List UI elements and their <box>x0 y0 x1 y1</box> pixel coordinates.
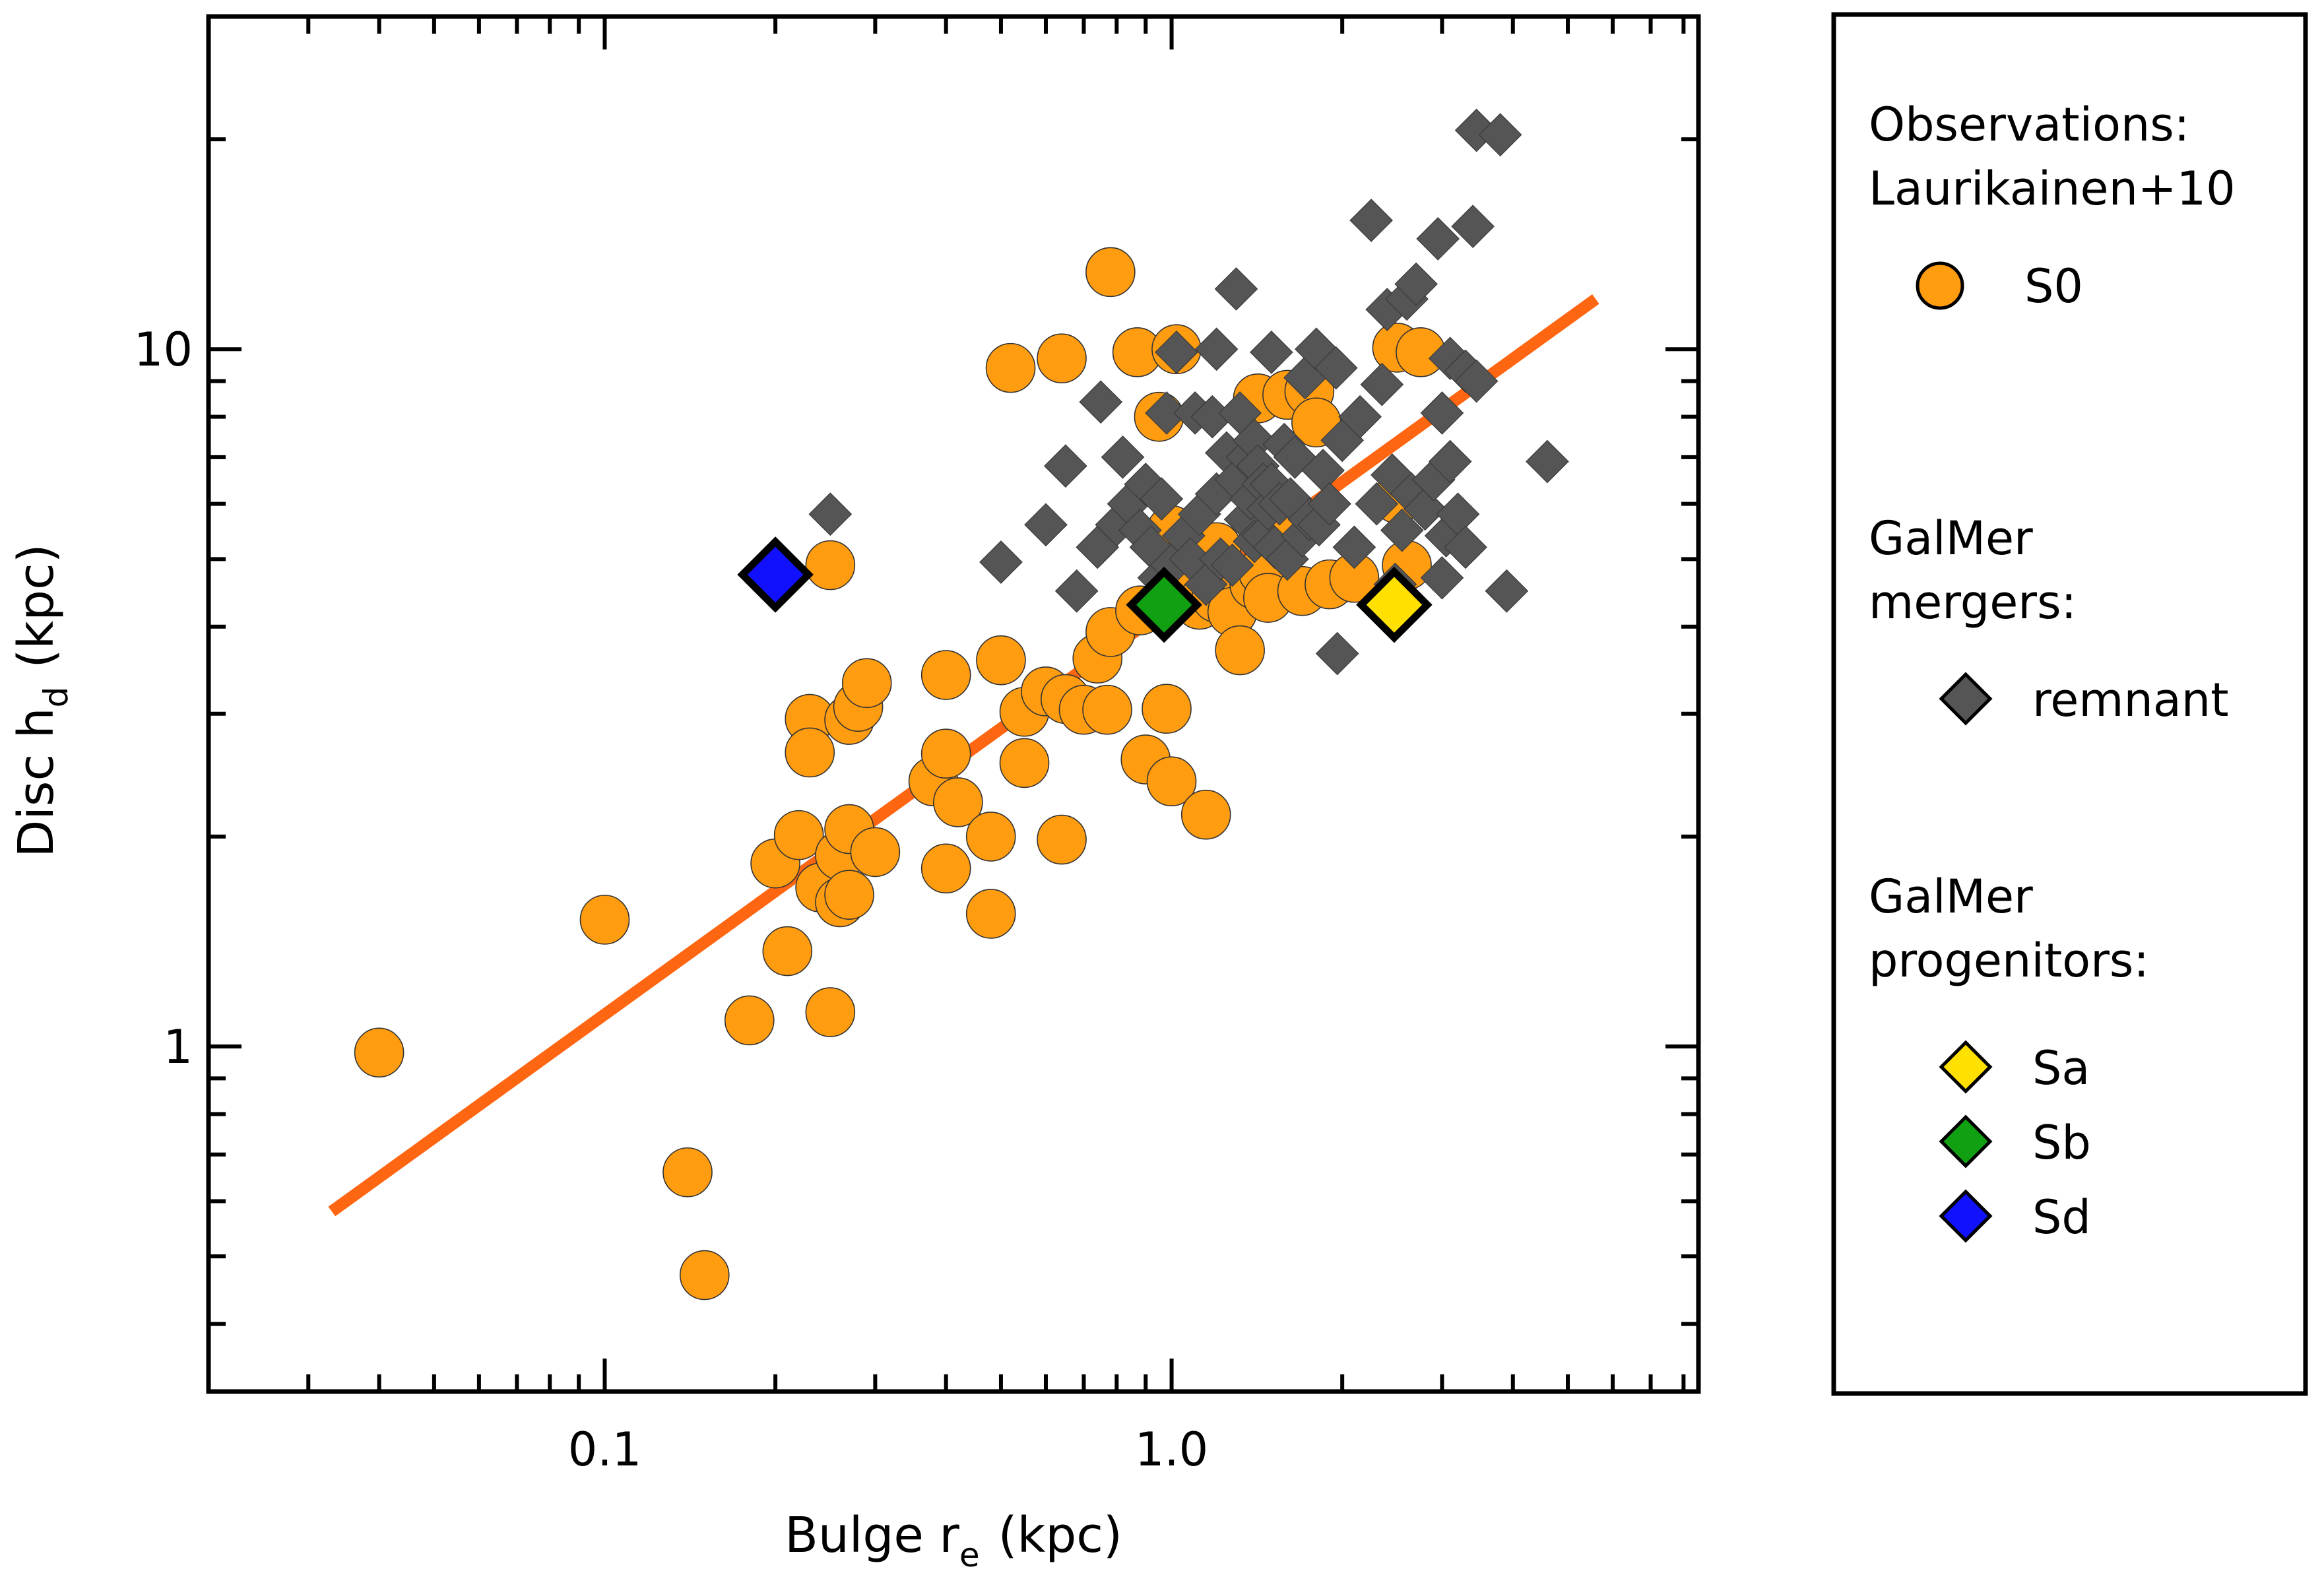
x-tick-label: 0.1 <box>568 1423 641 1477</box>
s0-point <box>999 738 1050 788</box>
remnant-point <box>1315 631 1359 676</box>
sa-point <box>1356 566 1433 643</box>
remnant-point <box>1485 569 1529 613</box>
legend: Observations: Laurikainen+10 S0 GalMer m… <box>1869 98 2236 1244</box>
legend-remnant-marker <box>1939 672 1993 726</box>
remnant-point <box>1380 508 1424 552</box>
remnant-point <box>808 492 853 536</box>
remnant-point <box>1403 487 1447 531</box>
legend-sd-marker <box>1939 1189 1993 1243</box>
legend-obs-heading-line1: Observations: <box>1869 98 2189 152</box>
remnant-point <box>979 540 1023 584</box>
remnant-point <box>1416 217 1460 261</box>
remnant-point <box>1155 330 1198 374</box>
remnant-point <box>1024 503 1068 547</box>
s0-point <box>354 1027 404 1078</box>
legend-sa-marker <box>1939 1040 1993 1094</box>
s0-point <box>579 895 630 945</box>
remnant-point <box>1360 362 1404 406</box>
sd-point <box>737 536 814 613</box>
legend-sb-marker <box>1939 1114 1993 1169</box>
remnant-point <box>1355 482 1399 526</box>
s0-point <box>1085 247 1136 298</box>
s0-point <box>785 727 835 778</box>
s0-point <box>805 540 856 591</box>
remnant-point <box>1249 330 1293 374</box>
scatter-points <box>354 108 1569 1300</box>
s0-point <box>976 635 1026 686</box>
remnant-point <box>1214 267 1258 311</box>
s0-point <box>724 995 775 1046</box>
remnant-point <box>1338 395 1382 439</box>
legend-sb-label: Sb <box>2032 1116 2091 1170</box>
s0-point <box>1037 333 1087 384</box>
tick-labels: 0.1 1.0 1 10 <box>134 323 1208 1477</box>
x-axis-title: Bulge re (kpc) <box>785 1507 1122 1571</box>
y-axis-title: Disc hd(kpc) <box>8 544 75 857</box>
remnant-point <box>1349 199 1393 242</box>
remnant-point <box>1451 205 1495 248</box>
remnant-point <box>1101 435 1145 479</box>
y-tick-label: 1 <box>163 1020 193 1074</box>
legend-mergers-heading-line2: mergers: <box>1869 575 2077 629</box>
remnant-point <box>1273 435 1317 479</box>
s0-point <box>824 870 874 920</box>
legend-progenitors-heading-line1: GalMer <box>1869 870 2033 924</box>
s0-point <box>920 650 971 700</box>
legend-sd-label: Sd <box>2032 1190 2091 1244</box>
remnant-point <box>1314 346 1358 390</box>
remnant-point <box>1454 359 1499 403</box>
legend-progenitors-heading-line2: progenitors: <box>1869 934 2149 988</box>
s0-point <box>933 777 983 827</box>
remnant-point <box>1194 327 1239 371</box>
remnant-point <box>1332 525 1376 569</box>
axis-ticks <box>209 16 1698 1392</box>
s0-point <box>985 342 1036 393</box>
remnant-point <box>1428 439 1472 484</box>
x-tick-label: 1.0 <box>1135 1423 1208 1477</box>
s0-point <box>841 658 892 709</box>
s0-point <box>965 812 1016 862</box>
legend-mergers-heading-line1: GalMer <box>1869 511 2033 565</box>
s0-point <box>662 1147 713 1198</box>
legend-s0-marker <box>1916 261 1964 310</box>
remnant-point <box>1054 569 1099 613</box>
s0-point <box>920 728 971 779</box>
sb-point <box>1126 566 1202 643</box>
remnant-point <box>1420 556 1464 600</box>
remnant-point <box>1210 543 1254 587</box>
s0-point <box>1215 625 1265 676</box>
legend-s0-label: S0 <box>2024 259 2083 313</box>
remnant-point <box>1526 439 1569 484</box>
s0-point <box>1082 684 1132 735</box>
s0-point <box>920 843 971 894</box>
remnant-point <box>1140 477 1184 521</box>
s0-point <box>850 827 901 878</box>
s0-point <box>1142 684 1192 734</box>
remnant-point <box>1308 482 1351 526</box>
s0-point <box>762 926 813 977</box>
remnant-point <box>1394 262 1438 306</box>
remnant-point <box>1444 525 1487 569</box>
s0-point <box>805 987 856 1037</box>
remnant-point <box>1043 444 1087 488</box>
y-tick-label: 10 <box>134 323 193 377</box>
s0-point <box>1146 756 1197 807</box>
s0-point <box>773 810 824 860</box>
remnant-point <box>1478 113 1522 157</box>
legend-obs-heading-line2: Laurikainen+10 <box>1869 162 2236 216</box>
s0-point <box>1180 789 1231 840</box>
s0-point <box>679 1250 730 1300</box>
legend-sa-label: Sa <box>2032 1041 2090 1095</box>
remnant-point <box>1420 391 1464 435</box>
s0-point <box>1037 814 1087 865</box>
s0-point <box>965 889 1016 939</box>
legend-frame <box>1831 12 2308 1396</box>
remnant-point <box>1079 380 1123 424</box>
legend-remnant-label: remnant <box>2032 673 2229 727</box>
